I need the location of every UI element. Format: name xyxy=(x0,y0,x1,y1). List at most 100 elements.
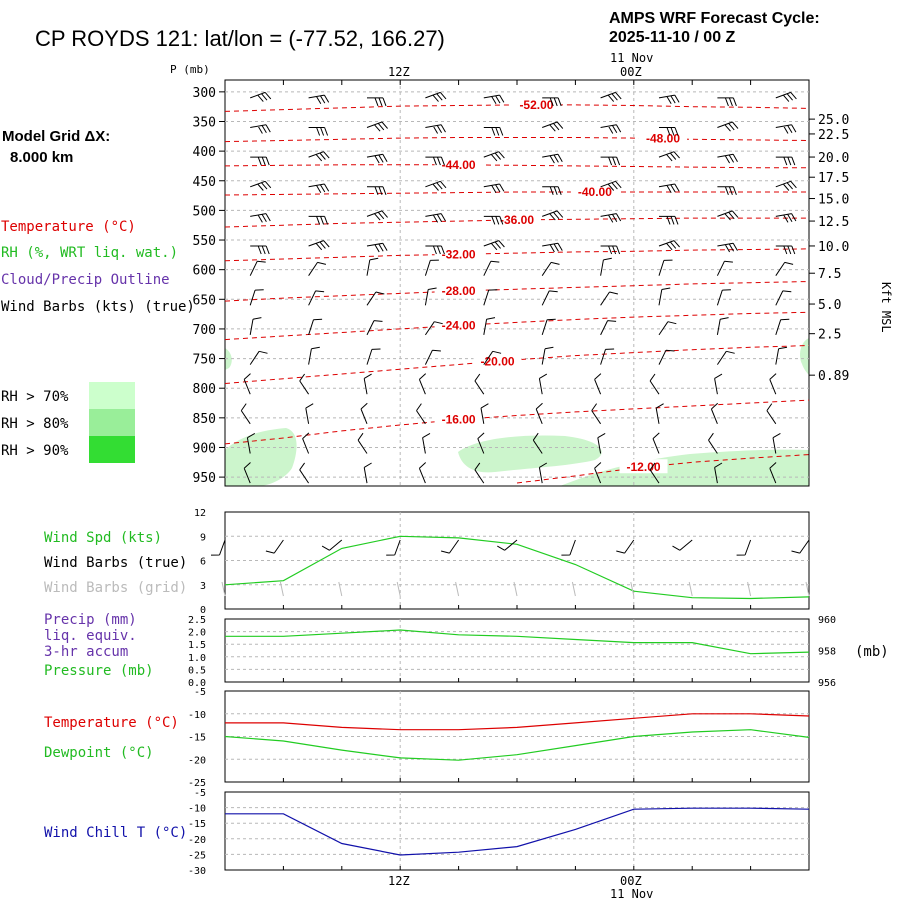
temp-tick-label: -25 xyxy=(188,778,206,789)
wind-barb xyxy=(708,432,718,454)
wind-barb xyxy=(766,403,777,425)
wind-barb-true xyxy=(265,539,284,554)
isotherm-label-bg xyxy=(434,283,483,298)
wind-barb xyxy=(542,210,564,221)
wind-barb xyxy=(366,348,381,365)
wind-barb xyxy=(424,321,443,336)
isotherm-label-bg xyxy=(493,211,541,226)
height-tick-label: 25.0 xyxy=(818,113,849,128)
wind-speed-tick-label: 3 xyxy=(200,581,206,592)
wind-barb xyxy=(483,289,498,306)
isotherm-label-bg xyxy=(434,411,483,426)
pressure-tick-label: 950 xyxy=(193,471,216,486)
wind-barb xyxy=(600,124,622,134)
bottom-label-date: 11 Nov xyxy=(610,887,653,900)
isotherm-label-bg xyxy=(473,353,522,368)
wind-speed-tick-label: 12 xyxy=(194,508,206,519)
wind-barb-grid xyxy=(513,581,518,597)
wind-barb-grid xyxy=(571,581,576,597)
wind-speed-tick-label: 9 xyxy=(200,532,206,543)
wind-barb xyxy=(299,462,310,484)
isotherm-line xyxy=(224,191,809,196)
wind-barb xyxy=(658,349,675,365)
wind-barb xyxy=(416,403,426,425)
wind-barb xyxy=(474,373,485,395)
legend-wind-chill: Wind Chill T (°C) xyxy=(44,825,187,841)
cycle-title: AMPS WRF Forecast Cycle: xyxy=(609,10,820,27)
bottom-label-00z: 00Z xyxy=(620,874,642,888)
wind-barb xyxy=(422,432,431,454)
wind-barb xyxy=(308,94,330,105)
isotherm-label-bg xyxy=(619,459,668,474)
wind-barb-true xyxy=(791,539,810,554)
wind-barb xyxy=(710,402,719,424)
wind-barb xyxy=(714,462,723,484)
wind-barb xyxy=(308,261,327,276)
wind-barb xyxy=(542,97,562,107)
wind-barb xyxy=(308,318,323,336)
wind-barb xyxy=(249,260,266,276)
wind-chill-tick-label: -5 xyxy=(194,788,206,799)
wind-barb xyxy=(425,91,447,102)
pressure-line xyxy=(225,629,810,655)
wind-barb xyxy=(717,242,738,253)
isotherm-line xyxy=(224,311,810,341)
height-tick-label: 0.89 xyxy=(818,369,849,384)
isotherm-label: -20.00 xyxy=(481,354,515,368)
wind-speed-tick-label: 6 xyxy=(200,557,206,568)
rh-region xyxy=(225,428,297,486)
wind-barb xyxy=(775,213,797,223)
isotherm-label-bg xyxy=(434,156,483,171)
wind-barb xyxy=(425,156,445,166)
wind-barb xyxy=(594,462,602,484)
wind-barb xyxy=(308,215,329,225)
wind-barb xyxy=(717,153,738,164)
legend-pressure: Pressure (mb) xyxy=(44,663,154,679)
wind-barb xyxy=(366,291,385,306)
isotherm-label: -24.00 xyxy=(442,318,476,332)
wind-barb xyxy=(594,373,602,395)
wind-barb xyxy=(425,180,447,191)
wind-barb xyxy=(600,291,619,306)
wind-barb xyxy=(659,127,679,136)
wind-barb-grid xyxy=(338,581,343,597)
wind-barb xyxy=(541,346,554,365)
height-tick-label: 2.5 xyxy=(818,328,841,343)
wind-barb xyxy=(425,213,446,223)
wind-barb xyxy=(483,127,504,136)
wind-barb xyxy=(716,350,735,365)
height-tick-label: 22.5 xyxy=(818,128,849,143)
wind-barb xyxy=(775,346,788,365)
isotherm-line xyxy=(224,399,810,445)
wind-barb xyxy=(541,261,560,276)
wind-barb xyxy=(366,257,379,276)
wind-barb xyxy=(424,259,439,276)
wind-barb xyxy=(655,403,664,424)
wind-barb-grid xyxy=(688,581,693,597)
model-grid-label: Model Grid ΔX: xyxy=(2,128,110,145)
isotherm-label: -44.00 xyxy=(442,158,476,172)
wind-barb-true xyxy=(497,539,518,551)
temp-tick-label: -10 xyxy=(188,710,206,721)
height-tick-label: 17.5 xyxy=(818,171,849,186)
wind-barb xyxy=(658,287,671,306)
isotherm-label: -48.00 xyxy=(646,132,680,146)
temp-dewpoint-panel: -5 -10 -15 -20 -25 xyxy=(188,687,810,789)
pressure-tick-label: 450 xyxy=(193,175,216,190)
wind-barb-true xyxy=(616,539,635,554)
pressure-right-tick-label: 960 xyxy=(818,615,836,626)
temperature-line xyxy=(225,713,810,731)
wind-barb xyxy=(240,403,251,425)
wind-barb-true xyxy=(736,539,752,556)
page-title: CP ROYDS 121: lat/lon = (-77.52, 166.27) xyxy=(35,26,445,51)
isotherm-line xyxy=(224,164,809,169)
pressure-tick-label: 900 xyxy=(193,441,216,456)
wind-barb xyxy=(308,346,320,365)
cycle-date: 2025-11-10 / 00 Z xyxy=(609,29,736,46)
isotherm-label: -28.00 xyxy=(442,284,476,298)
wind-barb-true xyxy=(561,539,576,556)
wind-barb xyxy=(535,402,543,424)
rh-legend-swatch xyxy=(89,436,135,463)
isotherm-label: -12.00 xyxy=(627,460,661,474)
wind-barb xyxy=(483,350,502,365)
